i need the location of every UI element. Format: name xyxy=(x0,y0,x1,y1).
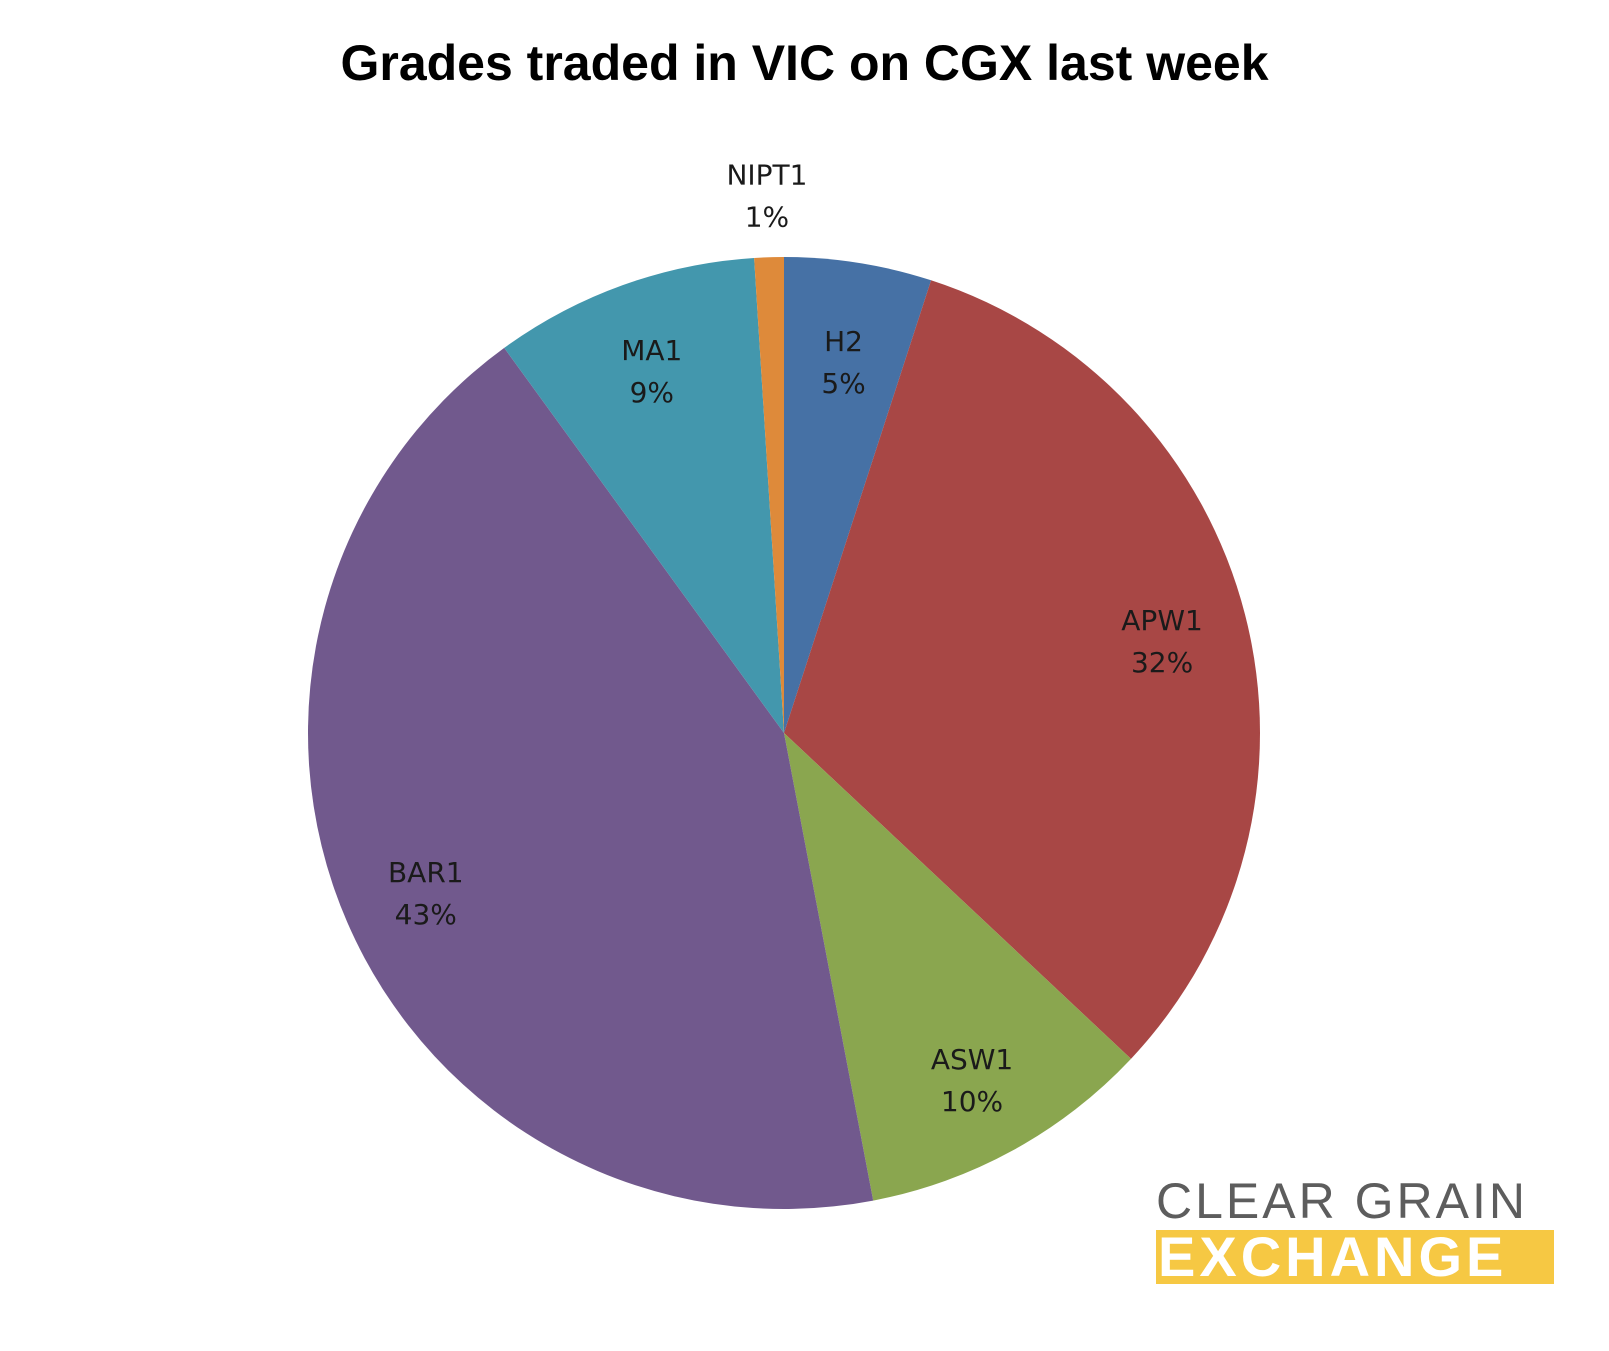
slice-label-name-apw1: APW1 xyxy=(1121,604,1203,637)
pie-slice-bar1 xyxy=(307,347,874,1209)
slice-label-name-h2: H2 xyxy=(824,325,863,358)
clear-grain-exchange-logo: CLEAR GRAIN EXCHANGE xyxy=(1156,1176,1556,1286)
slice-label-percent-ma1: 9% xyxy=(630,376,674,409)
pie-slice-apw1 xyxy=(784,280,1260,1059)
slice-label-percent-nipt1: 1% xyxy=(745,201,789,234)
slice-label-name-bar1: BAR1 xyxy=(388,856,464,889)
slice-label-percent-asw1: 10% xyxy=(941,1085,1003,1118)
chart-title: Grades traded in VIC on CGX last week xyxy=(340,35,1269,91)
pie-labels: H2 5% APW1 32% ASW1 10% BAR1 43% MA1 9% NIPT1 1% xyxy=(388,159,1203,1118)
pie-slice-ma1 xyxy=(504,257,784,733)
slice-label-percent-h2: 5% xyxy=(821,367,865,400)
pie-slice-nipt1 xyxy=(754,257,784,733)
logo-text-exchange: EXCHANGE xyxy=(1158,1230,1508,1284)
slice-label-percent-apw1: 32% xyxy=(1131,646,1193,679)
slice-label-name-ma1: MA1 xyxy=(621,334,682,367)
logo-text-exchange-band: EXCHANGE xyxy=(1156,1230,1554,1284)
slice-label-name-nipt1: NIPT1 xyxy=(726,159,807,192)
pie-slices xyxy=(307,257,1260,1209)
logo-text-clear-grain: CLEAR GRAIN xyxy=(1156,1173,1528,1229)
slice-label-name-asw1: ASW1 xyxy=(931,1043,1013,1076)
slice-label-percent-bar1: 43% xyxy=(395,898,457,931)
pie-slice-h2 xyxy=(784,257,932,733)
pie-slice-asw1 xyxy=(784,733,1131,1201)
